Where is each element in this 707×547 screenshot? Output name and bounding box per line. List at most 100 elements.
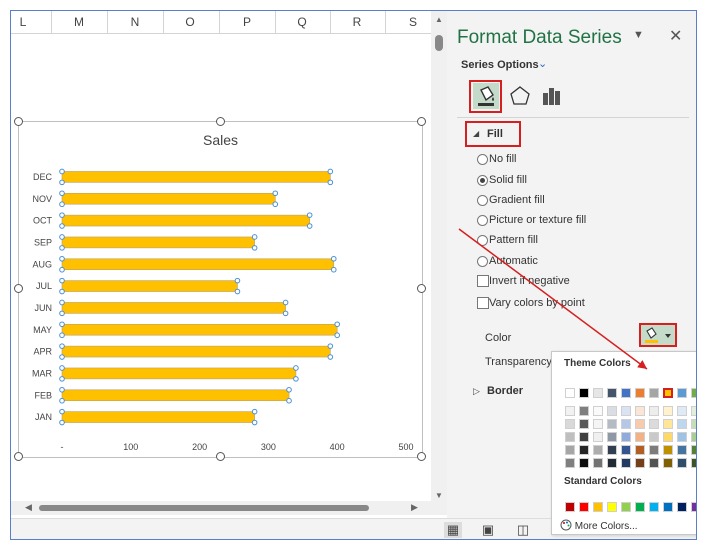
standard-color-swatch[interactable]	[691, 502, 696, 512]
theme-color-swatch[interactable]	[649, 388, 659, 398]
bar-selection-point[interactable]	[59, 408, 65, 415]
theme-color-shade-swatch[interactable]	[579, 445, 589, 455]
scroll-left-icon[interactable]: ◀	[25, 502, 32, 512]
vertical-scrollbar[interactable]: ▲ ▼	[431, 11, 447, 508]
bar-selection-point[interactable]	[272, 201, 279, 208]
theme-color-swatch[interactable]	[621, 388, 631, 398]
theme-color-shade-swatch[interactable]	[579, 406, 589, 416]
theme-color-shade-swatch[interactable]	[565, 458, 575, 468]
bar-jan[interactable]	[61, 411, 255, 423]
standard-color-swatch[interactable]	[649, 502, 659, 512]
bar-mar[interactable]	[61, 367, 297, 380]
theme-color-shade-swatch[interactable]	[593, 458, 603, 468]
theme-color-shade-swatch[interactable]	[649, 458, 659, 468]
theme-color-shade-swatch[interactable]	[691, 432, 696, 442]
bar-selection-point[interactable]	[330, 255, 337, 262]
theme-color-shade-swatch[interactable]	[579, 419, 589, 429]
bar-selection-point[interactable]	[327, 168, 334, 175]
theme-color-shade-swatch[interactable]	[579, 432, 589, 442]
theme-color-shade-swatch[interactable]	[677, 432, 687, 442]
vary-colors-checkbox[interactable]	[477, 297, 489, 309]
bar-selection-point[interactable]	[59, 168, 65, 175]
scroll-up-icon[interactable]: ▲	[435, 15, 443, 24]
standard-color-swatch[interactable]	[607, 502, 617, 512]
invert-if-negative-option[interactable]: Invert if negative	[477, 275, 570, 287]
bar-selection-point[interactable]	[59, 397, 65, 404]
theme-color-shade-swatch[interactable]	[565, 419, 575, 429]
theme-color-swatch[interactable]	[635, 388, 645, 398]
theme-color-shade-swatch[interactable]	[607, 458, 617, 468]
theme-color-shade-swatch[interactable]	[649, 445, 659, 455]
column-header-p[interactable]: P	[242, 15, 251, 29]
theme-color-shade-swatch[interactable]	[663, 406, 673, 416]
bar-selection-point[interactable]	[59, 365, 65, 371]
bar-selection-point[interactable]	[59, 179, 65, 186]
theme-color-shade-swatch[interactable]	[663, 419, 673, 429]
radio-solid-fill[interactable]	[477, 175, 488, 186]
theme-color-shade-swatch[interactable]	[677, 458, 687, 468]
bar-selection-point[interactable]	[251, 408, 258, 415]
bar-selection-point[interactable]	[59, 419, 65, 426]
radio-gradient-fill[interactable]	[477, 195, 488, 206]
theme-color-swatch[interactable]	[593, 388, 603, 398]
radio-pattern-fill[interactable]	[477, 235, 488, 246]
resize-handle-bottom[interactable]	[216, 452, 225, 461]
bar-selection-point[interactable]	[286, 386, 292, 393]
series-options-chevron-icon[interactable]: ⌄	[538, 58, 548, 70]
scroll-right-icon[interactable]: ▶	[411, 502, 418, 512]
border-section-header[interactable]: Border	[487, 385, 524, 397]
theme-color-shade-swatch[interactable]	[607, 445, 617, 455]
bar-selection-point[interactable]	[59, 255, 65, 262]
horizontal-scroll-thumb[interactable]	[39, 505, 369, 511]
bar-dec[interactable]	[61, 171, 331, 183]
bar-selection-point[interactable]	[59, 343, 65, 349]
bar-feb[interactable]	[61, 389, 290, 402]
radio-picture-fill[interactable]	[477, 215, 488, 226]
column-header-l[interactable]: L	[19, 15, 27, 29]
column-header-s[interactable]: S	[408, 15, 417, 29]
theme-color-shade-swatch[interactable]	[621, 419, 631, 429]
fill-section-header[interactable]: Fill	[487, 128, 503, 140]
effects-tab[interactable]	[507, 83, 533, 109]
theme-color-shade-swatch[interactable]	[635, 458, 645, 468]
theme-color-shade-swatch[interactable]	[593, 406, 603, 416]
standard-color-swatch[interactable]	[579, 502, 589, 512]
theme-color-shade-swatch[interactable]	[649, 419, 659, 429]
theme-color-shade-swatch[interactable]	[635, 445, 645, 455]
bar-selection-point[interactable]	[59, 376, 65, 382]
standard-color-swatch[interactable]	[635, 502, 645, 512]
bar-selection-point[interactable]	[327, 343, 334, 349]
theme-color-swatch[interactable]	[579, 388, 589, 398]
theme-color-shade-swatch[interactable]	[663, 445, 673, 455]
fill-option-solid-fill[interactable]: Solid fill	[477, 174, 527, 186]
theme-color-shade-swatch[interactable]	[663, 458, 673, 468]
bar-selection-point[interactable]	[59, 321, 65, 328]
theme-color-swatch[interactable]	[662, 387, 674, 399]
bar-selection-point[interactable]	[59, 234, 65, 240]
theme-color-shade-swatch[interactable]	[691, 406, 696, 416]
column-header-m[interactable]: M	[74, 15, 84, 29]
bar-selection-point[interactable]	[282, 310, 289, 317]
theme-color-shade-swatch[interactable]	[677, 406, 687, 416]
theme-color-shade-swatch[interactable]	[621, 458, 631, 468]
theme-color-swatch[interactable]	[565, 388, 575, 398]
chart-title[interactable]: Sales	[202, 132, 239, 148]
bar-selection-point[interactable]	[59, 223, 65, 229]
bar-may[interactable]	[61, 323, 338, 336]
theme-color-shade-swatch[interactable]	[649, 432, 659, 442]
bar-jun[interactable]	[61, 302, 286, 314]
resize-handle-right[interactable]	[417, 284, 426, 293]
column-header-o[interactable]: O	[185, 15, 195, 29]
scroll-down-icon[interactable]: ▼	[435, 491, 443, 500]
horizontal-scrollbar[interactable]: ◀ ▶	[11, 501, 447, 515]
vertical-scroll-thumb[interactable]	[435, 35, 443, 51]
fill-option-gradient-fill[interactable]: Gradient fill	[477, 194, 545, 206]
radio-no-fill[interactable]	[477, 154, 488, 165]
fill-line-tab[interactable]	[473, 83, 499, 109]
theme-color-shade-swatch[interactable]	[593, 419, 603, 429]
bar-jul[interactable]	[61, 280, 238, 292]
invert-if-negative-checkbox[interactable]	[477, 275, 489, 287]
bar-selection-point[interactable]	[330, 266, 337, 273]
more-colors-button[interactable]: More Colors...	[560, 519, 638, 532]
theme-color-shade-swatch[interactable]	[593, 432, 603, 442]
